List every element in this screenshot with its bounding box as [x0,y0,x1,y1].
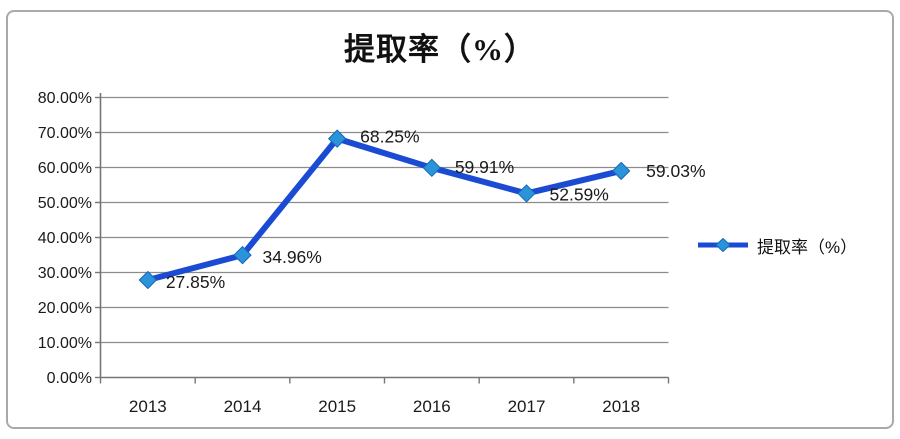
y-tick-label: 70.00% [38,125,92,142]
x-tick-label: 2017 [508,397,546,416]
y-tick-label: 20.00% [38,300,92,317]
data-point-marker [422,158,442,178]
data-label: 52.59% [550,184,609,204]
data-point-marker [517,184,536,203]
y-tick-label: 50.00% [38,195,92,212]
data-point-marker [327,129,347,148]
chart-border-frame [6,10,894,429]
x-tick-label: 2013 [129,397,167,416]
data-label: 59.91% [455,157,514,177]
x-tick-label: 2014 [224,397,262,416]
y-tick-label: 60.00% [38,160,92,177]
legend-line-marker-icon [698,238,748,252]
chart-title: 提取率（%） [344,32,536,67]
legend-label: 提取率（%） [757,237,858,257]
series-line [144,135,625,284]
x-tick-label: 2015 [318,397,356,416]
y-tick-label: 10.00% [38,335,92,352]
data-label: 34.96% [263,247,322,267]
y-tick-label: 30.00% [38,265,92,282]
y-tick-label: 0.00% [47,370,92,387]
data-label: 68.25% [360,127,419,147]
data-label: 59.03% [646,161,705,181]
y-tick-label: 80.00% [38,90,92,107]
y-tick-label: 40.00% [38,230,92,247]
data-point-marker [138,270,158,290]
data-point-marker [233,245,252,265]
data-label: 27.85% [166,272,225,292]
x-tick-label: 2016 [413,397,451,416]
data-point-marker [611,161,631,181]
legend: 提取率（%） [697,235,858,257]
x-tick-label: 2018 [602,397,640,416]
